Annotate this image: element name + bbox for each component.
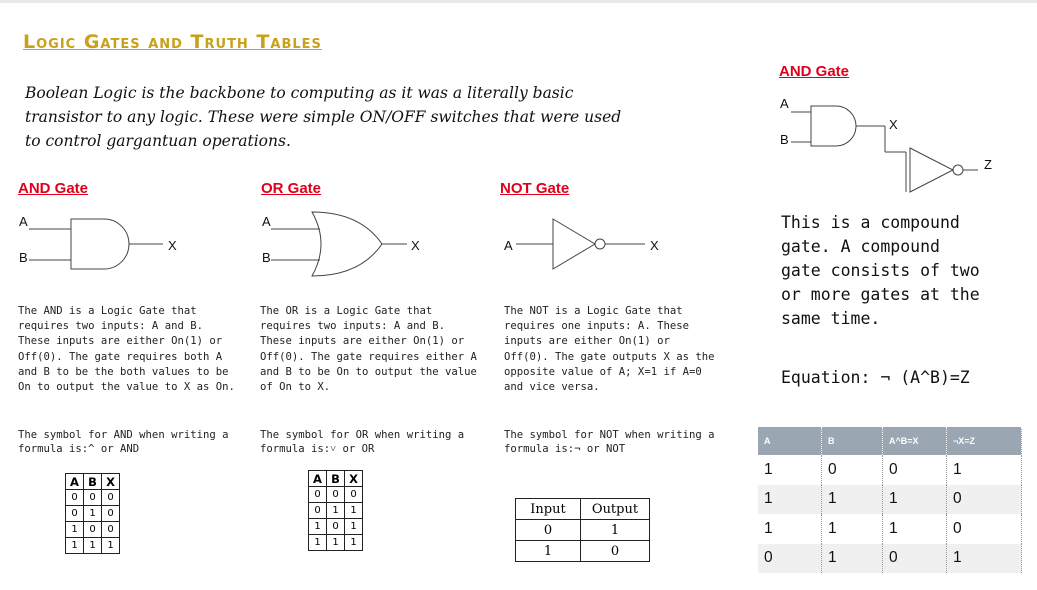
table-header: A^B=X <box>882 427 947 455</box>
table-cell: 1 <box>83 505 102 522</box>
table-cell: 1 <box>344 518 363 535</box>
not-output-label: X <box>650 238 659 253</box>
table-cell: 0 <box>308 486 327 503</box>
table-cell: Output <box>580 498 650 520</box>
compound-equation: Equation: ¬ (A^B)=Z <box>781 368 970 387</box>
not-description: The NOT is a Logic Gate that requires on… <box>504 305 715 394</box>
table-row: 1 1 1 0 <box>758 514 1022 544</box>
table-cell: 1 <box>101 537 120 554</box>
table-cell: 1 <box>326 502 345 519</box>
table-cell: 1 <box>946 543 1022 573</box>
table-header: A <box>758 427 822 455</box>
top-divider <box>0 0 1037 3</box>
and-input-b-label: B <box>19 250 28 265</box>
not-gate-icon <box>516 218 645 270</box>
or-input-b-label: B <box>262 250 271 265</box>
compound-input-a-label: A <box>780 96 789 111</box>
and-input-a-label: A <box>19 214 28 229</box>
compound-truth-table: A B A^B=X ¬X=Z 1 0 0 1 1 1 1 0 1 1 1 0 0… <box>758 427 1022 573</box>
table-cell: 1 <box>83 537 102 554</box>
table-cell: 1 <box>758 484 822 514</box>
table-cell: 0 <box>101 489 120 506</box>
table-cell: 1 <box>344 502 363 519</box>
table-cell: 1 <box>946 455 1022 485</box>
table-cell: 1 <box>758 455 822 485</box>
not-gate-title: NOT Gate <box>500 180 570 197</box>
table-cell: X <box>344 470 363 487</box>
table-cell: 0 <box>65 505 84 522</box>
table-cell: 0 <box>344 486 363 503</box>
table-cell: 0 <box>758 543 822 573</box>
not-symbol-text: The symbol for NOT when writing a formul… <box>504 429 715 455</box>
table-cell: 0 <box>83 489 102 506</box>
table-cell: 1 <box>821 543 883 573</box>
table-cell: 0 <box>308 502 327 519</box>
compound-description: This is a compound gate. A compound gate… <box>781 213 980 328</box>
or-input-a-label: A <box>262 214 271 229</box>
table-cell: 0 <box>83 521 102 538</box>
table-cell: 0 <box>821 455 883 485</box>
table-cell: 0 <box>580 540 650 562</box>
table-cell: 1 <box>758 514 822 544</box>
and-gate-icon <box>29 218 163 270</box>
table-cell: 0 <box>326 486 345 503</box>
or-gate-icon <box>271 211 407 277</box>
and-symbol-text: The symbol for AND when writing a formul… <box>18 429 229 455</box>
table-cell: B <box>83 473 102 490</box>
table-cell: B <box>326 470 345 487</box>
or-gate-title: OR Gate <box>261 180 322 197</box>
table-cell: 0 <box>946 484 1022 514</box>
table-cell: X <box>101 473 120 490</box>
table-cell: 1 <box>65 537 84 554</box>
compound-gate-icon <box>791 105 978 193</box>
table-row: 0 1 0 1 <box>758 543 1022 573</box>
table-cell: 0 <box>101 521 120 538</box>
table-cell: 1 <box>344 534 363 551</box>
or-description: The OR is a Logic Gate that requires two… <box>260 305 477 394</box>
table-header: ¬X=Z <box>946 427 1022 455</box>
table-cell: A <box>308 470 327 487</box>
compound-gate-title: AND Gate <box>779 63 850 80</box>
compound-mid-label: X <box>889 117 898 132</box>
or-output-label: X <box>411 238 420 253</box>
table-header: B <box>821 427 883 455</box>
table-cell: Input <box>515 498 581 520</box>
table-cell: 0 <box>101 505 120 522</box>
table-cell: 0 <box>515 519 581 541</box>
intro-paragraph: Boolean Logic is the backbone to computi… <box>25 84 622 150</box>
table-row: 1 1 1 0 <box>758 484 1022 514</box>
and-description: The AND is a Logic Gate that requires tw… <box>18 305 235 394</box>
table-cell: 0 <box>946 514 1022 544</box>
compound-input-b-label: B <box>780 132 789 147</box>
table-cell: 1 <box>882 484 947 514</box>
table-cell: 1 <box>65 521 84 538</box>
table-cell: 1 <box>882 514 947 544</box>
table-cell: 1 <box>821 484 883 514</box>
table-cell: 0 <box>882 543 947 573</box>
and-output-label: X <box>168 238 177 253</box>
or-symbol-text: The symbol for OR when writing a formula… <box>260 429 465 455</box>
table-cell: 1 <box>308 518 327 535</box>
table-cell: 0 <box>65 489 84 506</box>
table-cell: 0 <box>882 455 947 485</box>
table-row: 1 0 0 1 <box>758 455 1022 485</box>
table-cell: 1 <box>308 534 327 551</box>
table-cell: 1 <box>580 519 650 541</box>
table-cell: A <box>65 473 84 490</box>
table-cell: 1 <box>515 540 581 562</box>
compound-output-label: Z <box>984 157 992 172</box>
not-input-a-label: A <box>504 238 513 253</box>
table-cell: 1 <box>821 514 883 544</box>
page-title: Logic Gates and Truth Tables <box>23 31 322 53</box>
and-gate-title: AND Gate <box>18 180 89 197</box>
table-cell: 0 <box>326 518 345 535</box>
table-cell: 1 <box>326 534 345 551</box>
